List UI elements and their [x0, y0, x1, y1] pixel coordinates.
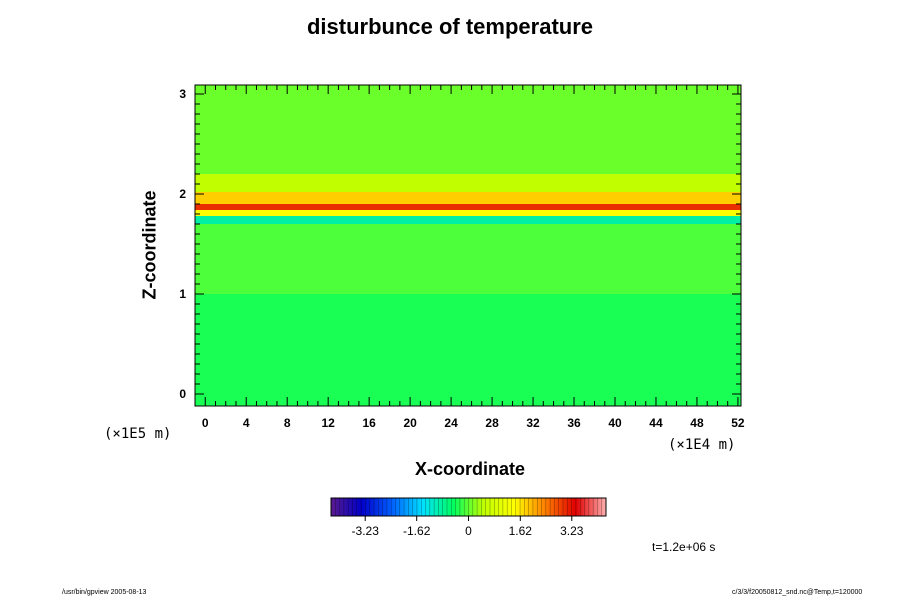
- footer-right: c/3/3/f20050812_snd.nc@Temp,t=120000: [732, 589, 863, 596]
- time-label: t=1.2e+06 s: [652, 540, 716, 554]
- y-tick-label: 0: [179, 387, 186, 401]
- y-axis-label: Z-coordinate: [139, 190, 160, 300]
- x-tick-label: 32: [526, 416, 540, 430]
- x-tick-label: 28: [485, 416, 499, 430]
- colorbar-tick-label: -1.62: [403, 524, 431, 538]
- colorbar-ticks: -3.23 -1.62 0 1.62 3.23: [352, 516, 584, 538]
- plot-frame: [194, 84, 742, 407]
- x-tick-label: 8: [284, 416, 291, 430]
- y-tick-label: 3: [179, 87, 186, 101]
- x-axis-label: X-coordinate: [414, 459, 525, 479]
- y-tick-label: 1: [179, 287, 186, 301]
- chart-title: disturbunce of temperature: [306, 14, 594, 39]
- x-tick-label: 48: [690, 416, 704, 430]
- x-tick-label: 24: [444, 416, 458, 430]
- x-tick-label: 12: [321, 416, 335, 430]
- temperature-field: [195, 85, 741, 406]
- x-tick-label: 52: [731, 416, 745, 430]
- x-tick-label: 0: [202, 416, 209, 430]
- colorbar-tick-label: 3.23: [560, 524, 584, 538]
- x-tick-label: 4: [243, 416, 250, 430]
- footer-left: /usr/bin/gpview 2005-08-13: [62, 589, 147, 596]
- y-axis-unit: (×1E5 m): [104, 426, 172, 442]
- x-axis-unit: (×1E4 m): [668, 437, 736, 453]
- colorbar-tick-label: 0: [465, 524, 472, 538]
- y-axis-ticks: 0 1 2 3: [179, 87, 741, 401]
- x-tick-label: 20: [403, 416, 417, 430]
- y-tick-label: 2: [179, 187, 186, 201]
- x-tick-label: 16: [362, 416, 376, 430]
- colorbar-divisions: [335, 498, 602, 516]
- x-tick-label: 36: [567, 416, 581, 430]
- colorbar-tick-label: -3.23: [352, 524, 380, 538]
- colorbar-tick-label: 1.62: [509, 524, 533, 538]
- x-tick-label: 40: [608, 416, 622, 430]
- x-tick-label: 44: [649, 416, 663, 430]
- x-axis-ticks: 0 4 8 12 16 20 24 28 32 36 40 44 48 52: [194, 85, 745, 430]
